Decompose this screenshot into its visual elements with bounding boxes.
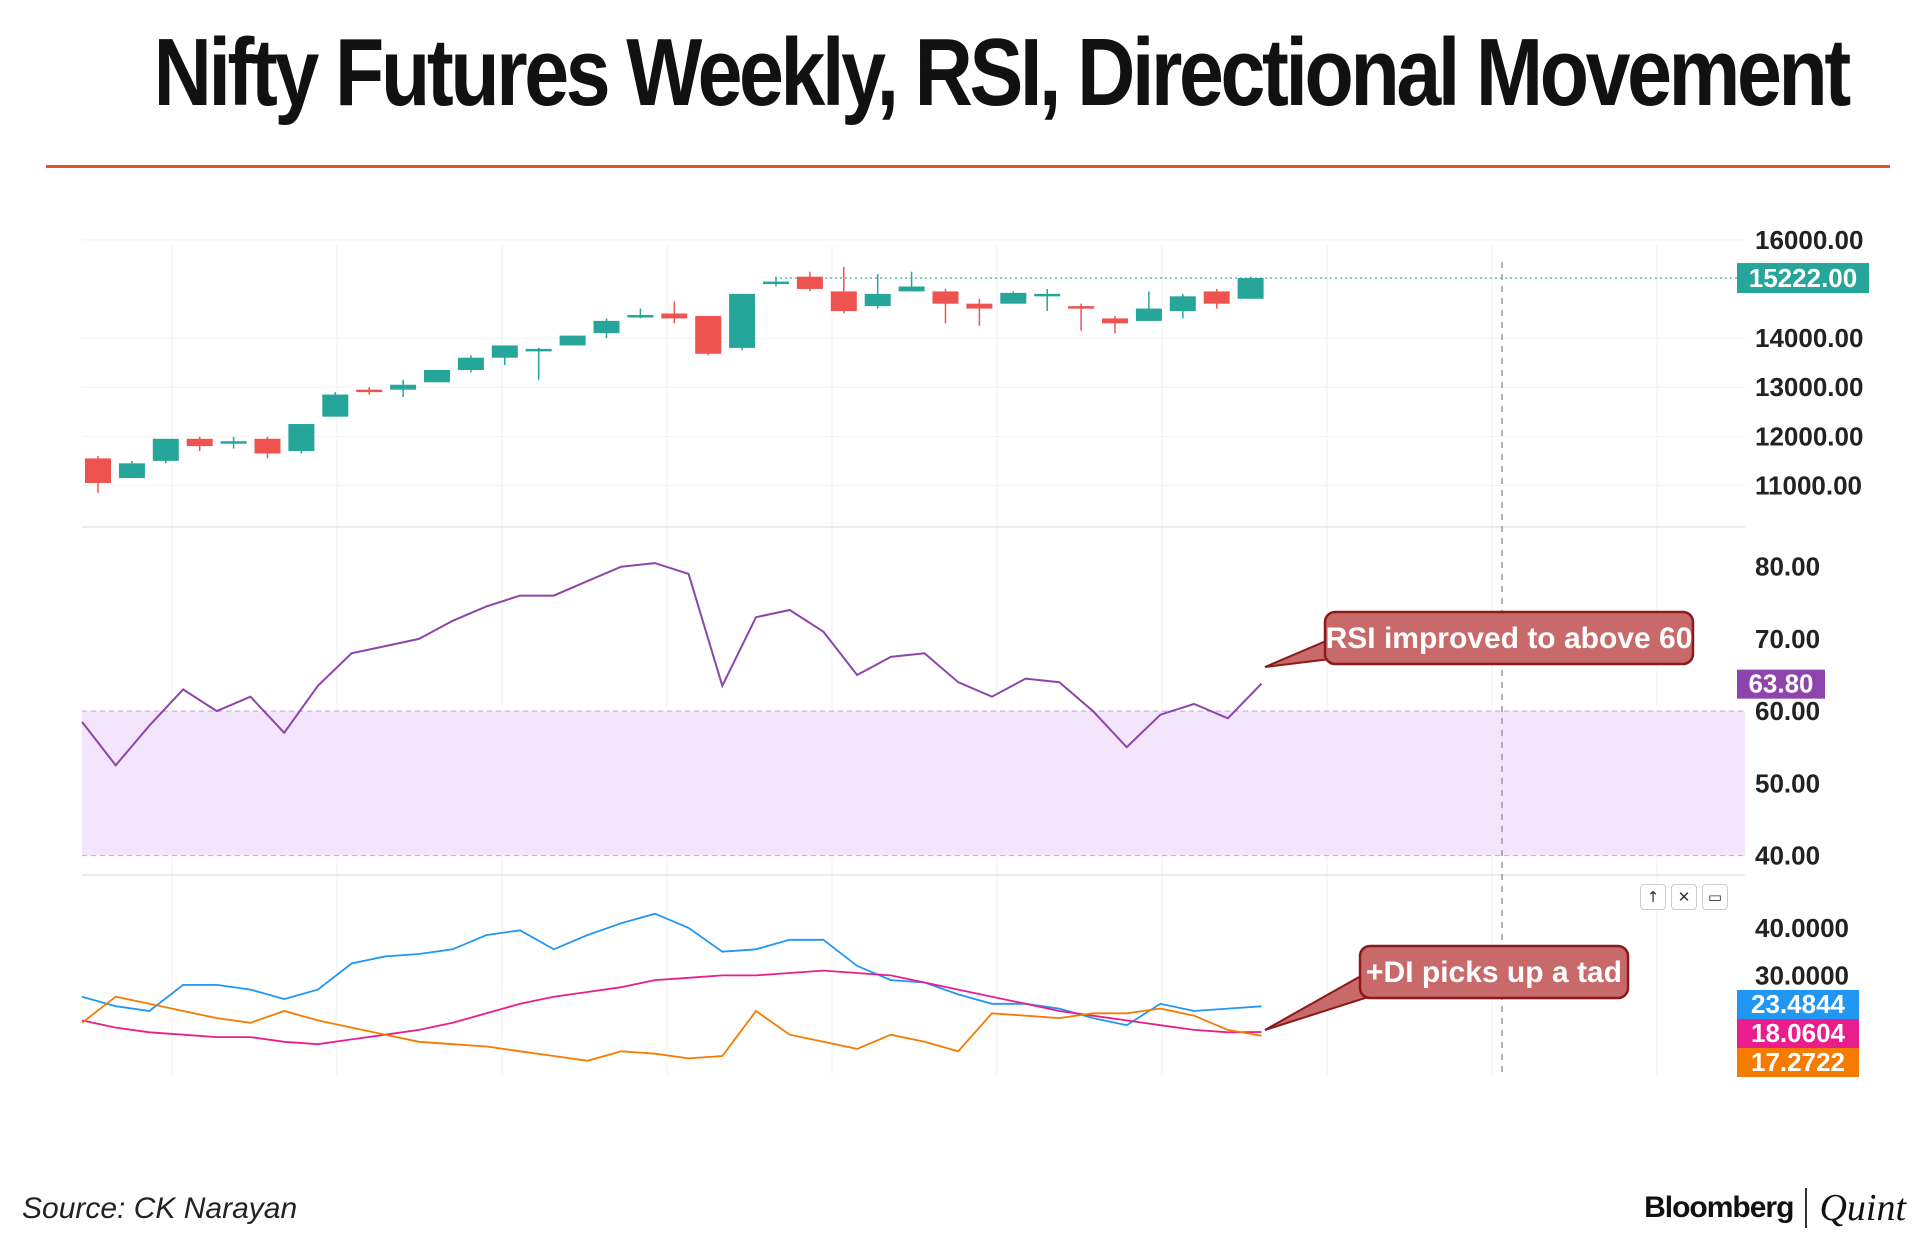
rsi-line	[81, 562, 1263, 767]
rsi-axis-tick-label: 70.00	[1755, 624, 1820, 654]
candle-body	[864, 293, 891, 307]
candle-body	[898, 286, 925, 292]
candle-body	[1034, 293, 1061, 297]
callout-label: RSI improved to above 60	[1326, 622, 1693, 655]
candle-body	[322, 394, 349, 417]
candle-body	[525, 348, 552, 352]
candle-body	[593, 320, 620, 334]
rsi-axis-tick-label: 60.00	[1755, 696, 1820, 726]
candle-body	[356, 389, 383, 393]
rsi-axis-tick-label: 40.00	[1755, 841, 1820, 871]
dmi-value-label: 23.4844	[1751, 989, 1846, 1019]
last-price-label: 15222.00	[1749, 263, 1857, 293]
rsi-value-label: 63.80	[1748, 669, 1813, 699]
candle-body	[254, 438, 281, 454]
candle-body	[186, 438, 213, 447]
candle-body	[763, 281, 789, 285]
maximize-icon[interactable]: ▭	[1702, 884, 1728, 910]
candle-body	[390, 384, 417, 390]
title-divider	[46, 165, 1890, 168]
candle-body	[491, 345, 518, 358]
candle-body	[1068, 306, 1095, 309]
candle-body	[1135, 308, 1162, 321]
brand-divider	[1805, 1188, 1808, 1228]
page-title: Nifty Futures Weekly, RSI, Directional M…	[153, 19, 1852, 126]
adx-line	[81, 912, 1262, 1027]
candle-body	[559, 335, 586, 346]
indicator-panel-controls: ↑ ✕ ▭	[1640, 884, 1728, 910]
dmi-axis-tick-label: 40.0000	[1755, 913, 1849, 943]
candle-body	[288, 424, 315, 452]
candle-body	[627, 314, 654, 318]
candle-body	[118, 463, 145, 479]
dmi-axis-tick-label: 30.0000	[1755, 960, 1849, 990]
dmi-value-label: 18.0604	[1751, 1018, 1846, 1048]
candle-body	[457, 357, 484, 370]
candle-body	[1102, 318, 1128, 324]
price-axis-tick-label: 13000.00	[1755, 372, 1863, 402]
last-price-badge	[1737, 263, 1869, 294]
candle-body	[85, 458, 111, 483]
candle-body	[1237, 278, 1264, 299]
rsi-value-badge	[1737, 669, 1825, 699]
candle-body	[932, 291, 959, 304]
brand-logo-main: Bloomberg	[1644, 1191, 1794, 1224]
rsi-axis-tick-label: 50.00	[1755, 768, 1820, 798]
brand-logo-sub: Quint	[1819, 1187, 1906, 1229]
dmi-annotation: +DI picks up a tad	[1264, 944, 1630, 1031]
callout-box	[1323, 610, 1695, 666]
price-axis-tick-label: 14000.00	[1755, 323, 1863, 353]
candle-body	[796, 276, 823, 289]
rsi-band	[82, 711, 1745, 856]
dmi-value-badge	[1737, 1019, 1859, 1048]
arrow-up-icon[interactable]: ↑	[1640, 884, 1666, 910]
plus-di-line	[81, 969, 1262, 1046]
candle-body	[424, 370, 450, 383]
close-icon[interactable]: ✕	[1671, 884, 1697, 910]
minus-di-line	[81, 995, 1262, 1062]
callout-box	[1358, 944, 1630, 1000]
candle-body	[220, 441, 247, 444]
dmi-value-badge	[1737, 1048, 1859, 1077]
candle-body	[1203, 291, 1230, 304]
source-note: Source: CK Narayan	[22, 1192, 298, 1225]
candle-body	[1000, 292, 1027, 304]
dmi-value-label: 17.2722	[1751, 1047, 1845, 1077]
brand-logo: Bloomberg Quint	[1644, 1186, 1906, 1230]
candle-body	[729, 293, 756, 348]
price-axis-tick-label: 11000.00	[1755, 470, 1862, 500]
candle-body	[1169, 296, 1196, 312]
rsi-annotation: RSI improved to above 60	[1264, 610, 1695, 668]
dmi-value-badge	[1737, 990, 1859, 1019]
candle-body	[695, 315, 722, 354]
rsi-axis-tick-label: 80.00	[1755, 552, 1820, 582]
price-axis-tick-label: 16000.00	[1755, 225, 1863, 255]
candle-body	[661, 313, 688, 319]
callout-label: +DI picks up a tad	[1366, 956, 1622, 989]
candle-body	[966, 303, 993, 309]
price-axis-tick-label: 12000.00	[1755, 421, 1863, 451]
candle-body	[830, 291, 857, 312]
candle-body	[152, 438, 179, 461]
